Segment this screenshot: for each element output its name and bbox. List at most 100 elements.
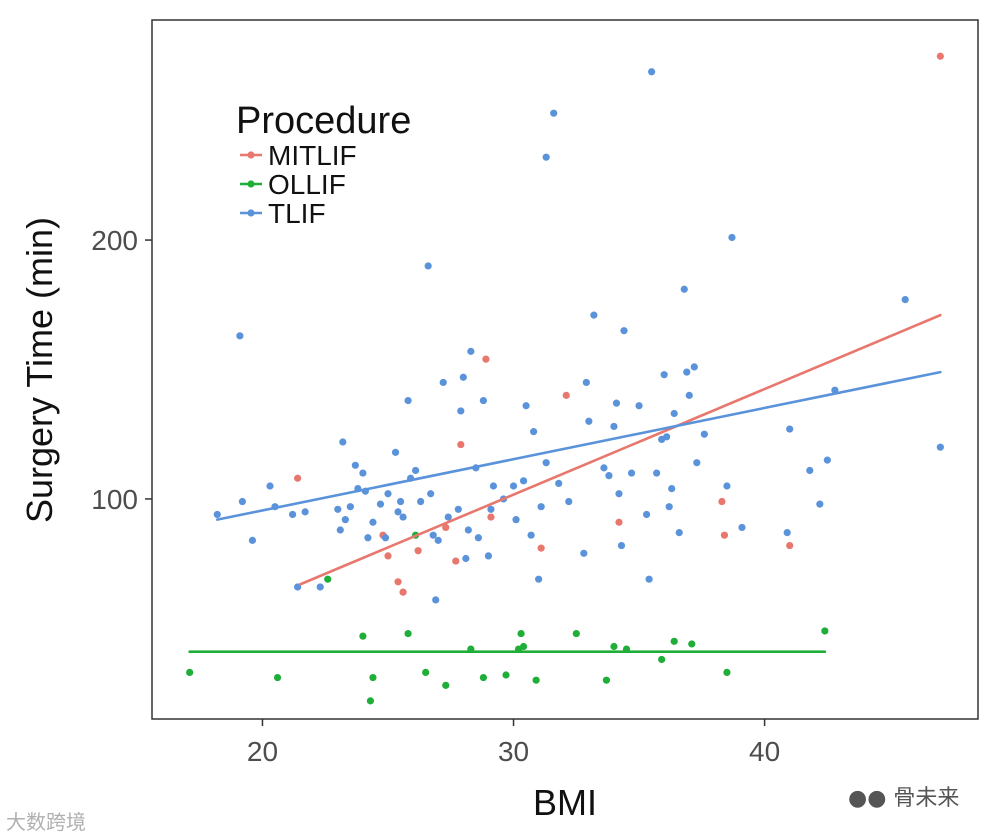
point-tlif-22 [381, 534, 390, 542]
point-tlif-52 [509, 482, 518, 490]
point-mitlif-17 [936, 52, 944, 60]
point-tlif-62 [555, 479, 563, 488]
point-tlif-33 [427, 490, 435, 498]
wechat-icon: ●● [848, 786, 887, 811]
fit-line-tlif [215, 370, 942, 521]
point-tlif-104 [936, 443, 944, 451]
point-tlif-43 [464, 526, 472, 534]
point-tlif-99 [806, 466, 814, 475]
point-tlif-74 [620, 327, 628, 335]
point-tlif-40 [457, 407, 465, 415]
point-tlif-12 [339, 438, 347, 446]
point-mitlif-11 [537, 544, 545, 552]
point-tlif-78 [645, 575, 653, 583]
point-ollif-6 [404, 629, 412, 638]
point-tlif-17 [359, 469, 367, 477]
point-tlif-101 [823, 456, 831, 464]
point-ollif-15 [519, 642, 528, 651]
point-tlif-73 [617, 541, 626, 550]
point-tlif-37 [439, 378, 447, 387]
legend-title: Procedure [236, 100, 411, 142]
point-tlif-98 [786, 425, 794, 433]
point-tlif-63 [565, 497, 573, 506]
legend-key-point-ollif [247, 180, 255, 188]
point-mitlif-5 [414, 547, 422, 555]
point-tlif-6 [288, 510, 297, 519]
point-tlif-35 [432, 596, 440, 604]
point-ollif-0 [186, 668, 194, 677]
point-tlif-53 [512, 516, 520, 524]
point-tlif-69 [605, 472, 613, 480]
watermark-left-text: 大数跨境 [6, 810, 86, 834]
legend-key-point-tlif [247, 209, 255, 217]
point-tlif-41 [459, 373, 467, 381]
point-tlif-91 [690, 363, 698, 371]
point-tlif-70 [610, 422, 618, 431]
point-tlif-58 [535, 575, 543, 583]
point-mitlif-7 [452, 557, 460, 565]
point-mitlif-10 [487, 513, 495, 521]
point-tlif-14 [346, 503, 354, 511]
point-tlif-0 [213, 510, 221, 519]
point-tlif-54 [519, 477, 528, 485]
point-tlif-76 [635, 402, 643, 410]
legend-label-tlif: TLIF [268, 198, 326, 229]
point-ollif-3 [359, 632, 367, 640]
point-ollif-17 [572, 629, 580, 638]
point-tlif-32 [424, 262, 432, 270]
point-ollif-21 [658, 655, 666, 664]
point-ollif-9 [442, 681, 450, 689]
point-tlif-83 [663, 433, 671, 441]
point-tlif-10 [334, 505, 342, 513]
point-tlif-60 [542, 459, 550, 467]
point-tlif-13 [341, 516, 349, 524]
point-ollif-2 [324, 575, 332, 583]
point-tlif-25 [394, 508, 402, 516]
plot-panel [151, 19, 979, 720]
point-tlif-100 [816, 500, 824, 508]
point-tlif-47 [479, 396, 488, 405]
point-tlif-86 [670, 409, 678, 418]
x-tick-label-2: 40 [749, 736, 780, 767]
point-tlif-64 [580, 549, 588, 557]
point-tlif-105 [542, 153, 550, 161]
point-tlif-56 [527, 531, 535, 539]
point-tlif-36 [434, 536, 442, 544]
point-tlif-50 [489, 482, 498, 490]
point-tlif-21 [376, 500, 385, 508]
point-tlif-19 [364, 534, 372, 542]
point-tlif-48 [484, 552, 493, 560]
point-tlif-26 [396, 497, 405, 506]
point-tlif-15 [351, 461, 359, 469]
y-tick-label-0: 100 [91, 484, 138, 515]
point-ollif-16 [532, 676, 540, 684]
point-tlif-77 [642, 510, 651, 519]
point-tlif-39 [454, 505, 462, 513]
watermark-right: ●● 骨未来 [848, 780, 959, 812]
point-mitlif-15 [720, 531, 729, 539]
point-tlif-72 [615, 490, 623, 498]
watermark-left: 大数跨境 [6, 806, 86, 835]
point-tlif-89 [683, 368, 691, 376]
point-tlif-82 [660, 371, 668, 379]
point-tlif-9 [316, 583, 324, 591]
point-tlif-59 [537, 503, 545, 511]
fit-lines [188, 313, 942, 653]
point-tlif-46 [474, 534, 482, 542]
point-tlif-27 [399, 513, 407, 521]
point-ollif-1 [273, 673, 282, 682]
point-tlif-67 [590, 311, 598, 319]
point-ollif-19 [610, 642, 618, 651]
point-tlif-88 [680, 285, 688, 293]
point-tlif-11 [336, 526, 344, 534]
point-tlif-95 [728, 233, 736, 242]
y-axis-title: Surgery Time (min) [19, 217, 60, 523]
point-tlif-38 [444, 513, 452, 521]
point-tlif-94 [723, 482, 731, 490]
point-ollif-18 [602, 676, 611, 684]
legend-label-ollif: OLLIF [268, 169, 346, 200]
point-ollif-5 [369, 673, 377, 682]
point-tlif-28 [404, 396, 412, 405]
